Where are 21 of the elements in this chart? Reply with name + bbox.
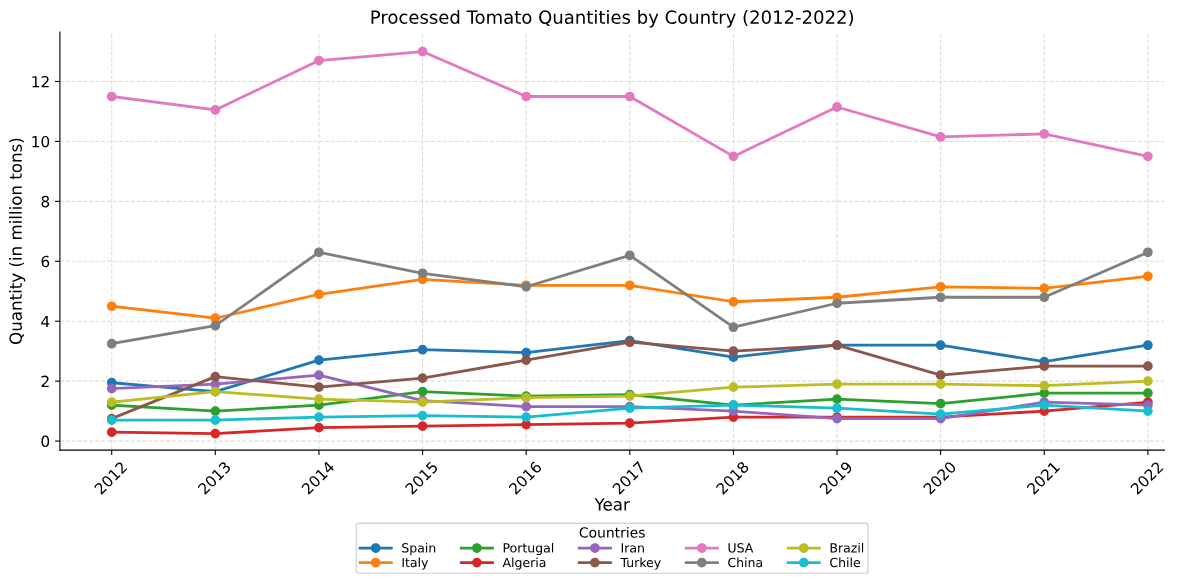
y-tick-label: 6 — [41, 255, 50, 268]
legend-label: Portugal — [503, 542, 554, 555]
legend-label: Spain — [402, 542, 436, 555]
y-tick-label: 8 — [41, 195, 50, 208]
legend-label: Chile — [830, 557, 861, 568]
legend-label: Turkey — [620, 557, 661, 570]
legend-title: Countries — [579, 526, 645, 538]
y-tick-label: 4 — [41, 315, 50, 328]
y-tick-label: 12 — [32, 75, 49, 88]
x-axis-title: Year — [594, 498, 630, 511]
chart-title: Processed Tomato Quantities by Country (2012-2022) — [371, 10, 854, 28]
y-tick-label: 10 — [32, 135, 50, 148]
legend-label: Italy — [402, 557, 429, 570]
y-axis-title: Quantity (in million tons) — [9, 138, 26, 344]
legend-label: USA — [728, 543, 754, 553]
y-tick-label: 0 — [41, 435, 50, 448]
legend-label: Brazil — [830, 542, 864, 553]
legend-label: Iran — [621, 543, 644, 553]
legend-label: China — [728, 557, 763, 568]
legend-label: Algeria — [502, 557, 546, 570]
y-tick-label: 2 — [41, 375, 49, 387]
